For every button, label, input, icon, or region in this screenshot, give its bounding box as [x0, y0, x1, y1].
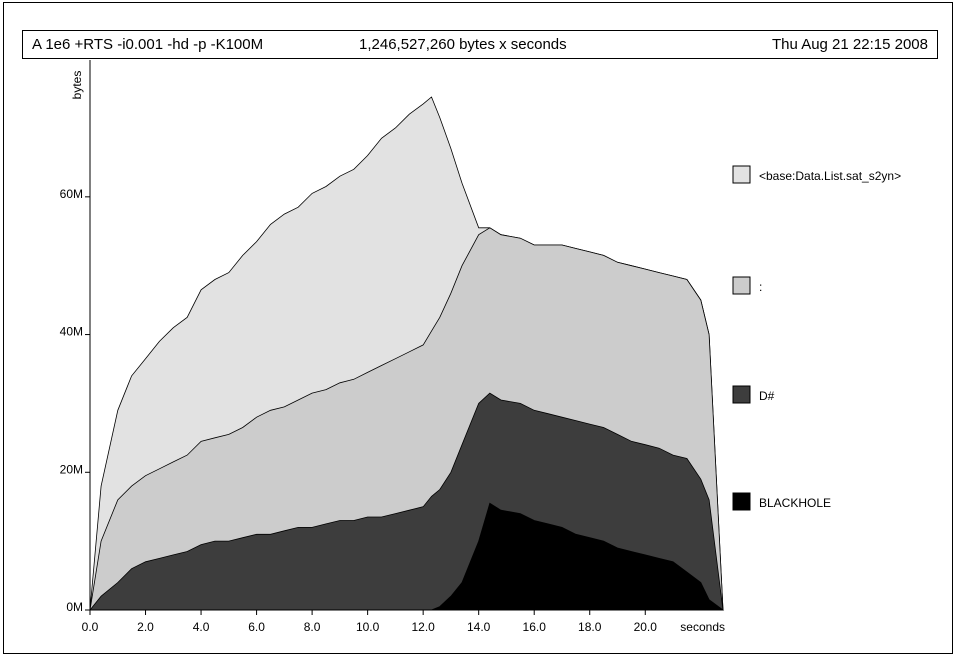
- x-tick-label: 2.0: [137, 620, 154, 634]
- legend-swatch: [732, 492, 751, 511]
- legend: <base:Data.List.sat_s2yn>: D# BLACKHOLE: [732, 165, 901, 511]
- y-axis-label: bytes: [70, 71, 84, 100]
- y-tick-label: 40M: [60, 325, 83, 339]
- run-timestamp: Thu Aug 21 22:15 2008: [772, 36, 928, 53]
- legend-label: BLACKHOLE: [759, 496, 831, 510]
- area-series-group: [89, 96, 725, 611]
- legend-swatch: [732, 276, 751, 295]
- x-tick-label: 10.0: [356, 620, 380, 634]
- x-tick-label: 16.0: [523, 620, 547, 634]
- y-tick-label: 20M: [60, 462, 83, 476]
- x-tick-label: 6.0: [248, 620, 265, 634]
- x-tick-label: 18.0: [578, 620, 602, 634]
- chart-header: A 1e6 +RTS -i0.001 -hd -p -K100M 1,246,5…: [22, 30, 938, 59]
- x-axis-label: seconds: [680, 620, 725, 634]
- legend-label: <base:Data.List.sat_s2yn>: [759, 169, 901, 183]
- y-tick-label: 60M: [60, 187, 83, 201]
- x-tick-label: 4.0: [193, 620, 210, 634]
- total-bytes-seconds: 1,246,527,260 bytes x seconds: [359, 36, 567, 53]
- y-tick-label: 0M: [66, 600, 83, 614]
- x-tick-label: 0.0: [82, 620, 99, 634]
- x-tick-label: 8.0: [304, 620, 321, 634]
- x-tick-label: 14.0: [467, 620, 491, 634]
- legend-label: :: [759, 280, 762, 294]
- axes-group: 0.0 2.0 4.0 6.0 8.0 10.0 12.0 14.0 16.0 18.0 20.0 s…: [60, 60, 725, 634]
- x-tick-label: 12.0: [411, 620, 435, 634]
- legend-swatch: [732, 165, 751, 184]
- program-command: A 1e6 +RTS -i0.001 -hd -p -K100M: [32, 36, 264, 53]
- legend-swatch: [732, 385, 751, 404]
- legend-label: D#: [759, 389, 775, 403]
- x-tick-label: 20.0: [634, 620, 658, 634]
